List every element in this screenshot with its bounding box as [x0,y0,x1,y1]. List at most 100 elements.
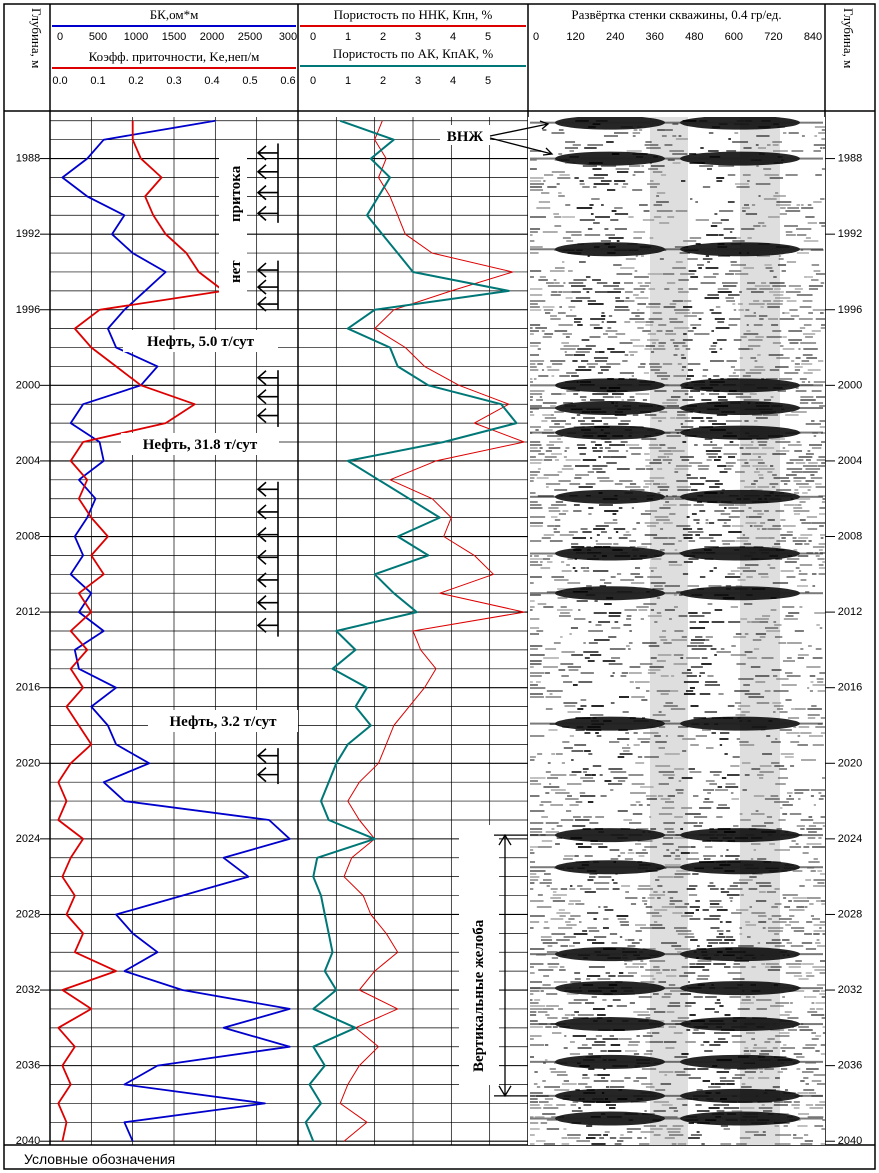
image-speck [822,1032,825,1034]
image-speck [635,852,648,854]
image-speck [637,888,653,890]
image-speck [583,771,588,773]
image-speck [613,882,618,884]
image-speck [784,756,794,758]
image-speck [652,171,663,173]
image-speck [641,717,646,719]
image-speck [759,621,769,623]
image-speck [676,870,691,872]
image-speck [710,888,719,890]
image-speck [607,327,612,329]
image-speck [600,366,611,368]
image-speck [620,924,630,926]
image-speck [576,1140,590,1142]
image-speck [679,504,692,506]
image-speck [802,1047,815,1049]
image-speck [550,405,556,407]
image-speck [560,945,568,947]
image-speck [676,591,683,593]
image-speck [780,480,791,482]
image-speck [530,396,533,398]
image-speck [635,924,647,926]
image-speck [600,180,612,182]
image-speck [530,504,542,506]
image-speck [693,717,707,719]
image-speck [665,330,674,332]
image-speck [809,1107,824,1109]
image-speck [793,930,805,932]
image-speck [632,132,641,134]
image-speck [556,1074,568,1076]
image-speck [762,753,773,755]
image-speck [649,924,663,926]
image-speck [689,153,697,155]
image-speck [799,606,803,608]
image-speck [590,441,596,443]
image-speck [530,582,534,584]
image-speck [738,678,754,680]
image-speck [753,849,756,851]
image-speck [725,420,742,422]
depth-label-left: 1996 [16,304,40,316]
image-speck [646,525,657,527]
image-speck [621,399,625,401]
image-speck [582,768,589,770]
image-speck [579,183,585,185]
image-speck [539,882,552,884]
image-speck [815,1050,820,1052]
image-speck [813,150,821,152]
image-speck [763,198,777,200]
image-speck [612,519,618,521]
image-speck [739,291,742,293]
image-speck [567,1137,580,1139]
image-speck [761,528,767,530]
image-speck [654,516,669,518]
image-speck [572,537,587,539]
image-speck [811,1038,819,1040]
image-speck [642,219,655,221]
image-speck [678,846,691,848]
image-speck [804,906,808,908]
image-speck [537,603,547,605]
image-speck [530,471,540,473]
image-speck [567,558,574,560]
image-speck [624,1077,631,1079]
image-speck [591,705,604,707]
image-speck [674,837,689,839]
image-speck [685,348,691,350]
image-speck [814,1125,824,1127]
image-speck [574,819,590,821]
image-speck [759,636,766,638]
image-speck [550,414,554,416]
nnk-tick-label: 0 [310,31,316,43]
no-flow-label-1: нет [228,260,244,283]
image-speck [703,276,717,278]
image-speck [807,369,821,371]
image-speck [590,213,594,215]
image-speck [534,555,539,557]
image-speck [806,996,817,998]
image-speck [594,1041,606,1043]
image-speck [740,819,751,821]
image-speck [571,759,574,761]
image-speck [595,624,602,626]
image-speck [735,585,743,587]
image-speck [624,291,633,293]
image-speck [803,1077,809,1079]
image-speck [746,324,749,326]
image-speck [666,975,677,977]
bk-tick-label: 300 [279,31,297,43]
image-speck [677,933,694,935]
image-speck [811,1014,825,1016]
image-speck [795,387,799,389]
image-speck [815,1104,825,1106]
image-speck [547,777,559,779]
image-speck [530,501,538,503]
image-speck [530,756,536,758]
image-speck [813,924,825,926]
image-speck [779,345,784,347]
image-speck [817,558,825,560]
image-speck [648,645,660,647]
image-speck [530,846,538,848]
